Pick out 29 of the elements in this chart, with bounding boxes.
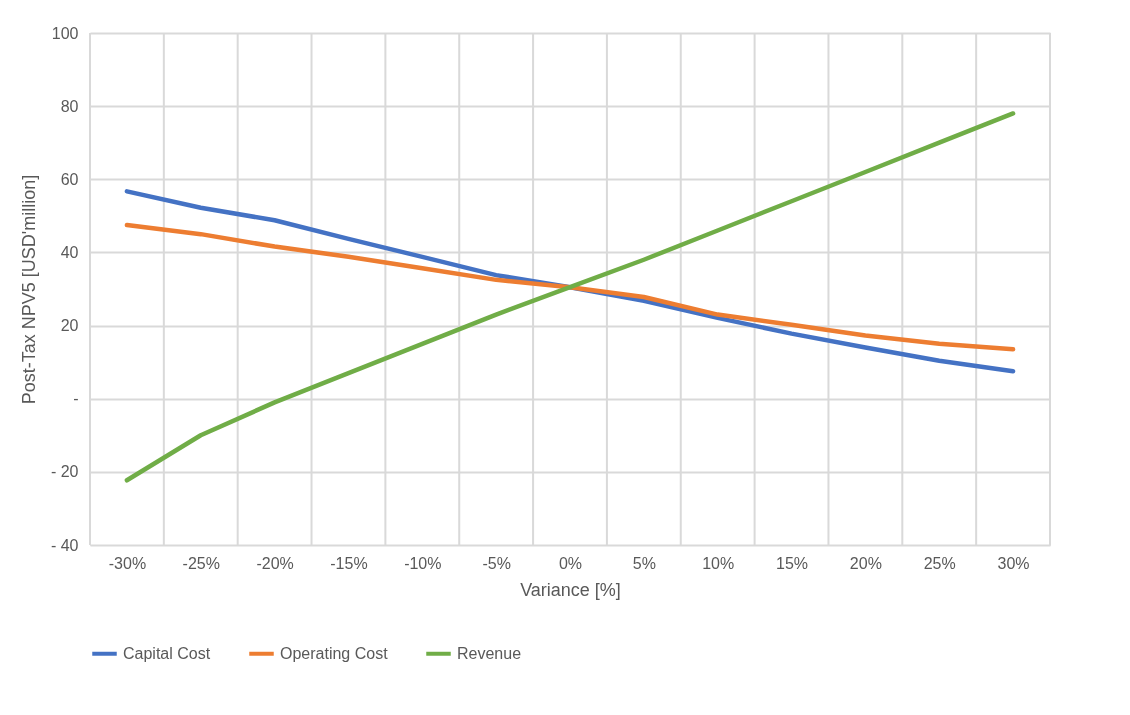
- y-tick-label: - 40: [50, 536, 79, 554]
- x-tick-label: 0%: [558, 554, 583, 572]
- x-tick-label: 20%: [849, 554, 882, 572]
- line-series: [124, 222, 1016, 352]
- x-tick-label: -15%: [330, 554, 368, 572]
- line-series: [124, 189, 1016, 374]
- line-series: [124, 111, 1016, 483]
- y-tick-label: -: [73, 390, 79, 408]
- x-axis-title: Variance [%]: [520, 579, 621, 600]
- x-tick-label: 30%: [997, 554, 1030, 572]
- legend-label: Operating Cost: [280, 644, 389, 662]
- y-axis-title: Post-Tax NPV5 [USD'million]: [18, 174, 39, 405]
- y-tick-label: 80: [60, 97, 79, 115]
- legend-label: Revenue: [457, 644, 522, 662]
- legend-label: Capital Cost: [123, 644, 211, 662]
- x-tick-label: 10%: [702, 554, 735, 572]
- y-tick-label: 40: [60, 243, 79, 261]
- x-tick-label: -30%: [108, 554, 147, 572]
- x-tick-label: 25%: [923, 554, 956, 572]
- x-tick-label: -5%: [482, 554, 511, 572]
- y-tick-label: 20: [60, 317, 79, 335]
- y-tick-label: - 20: [50, 463, 79, 481]
- x-tick-label: 5%: [632, 554, 656, 572]
- x-tick-label: -20%: [256, 554, 294, 572]
- y-tick-label: 60: [60, 170, 79, 188]
- x-tick-label: -10%: [404, 554, 442, 572]
- x-tick-label: 15%: [776, 554, 809, 572]
- x-tick-label: -25%: [182, 554, 220, 572]
- y-tick-label: 100: [51, 24, 79, 42]
